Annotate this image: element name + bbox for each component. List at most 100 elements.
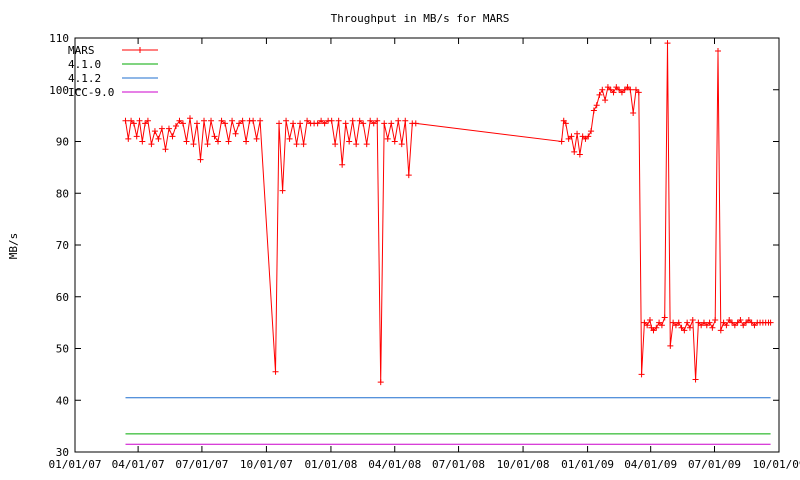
data-point xyxy=(250,117,257,124)
x-tick-label: 07/01/09 xyxy=(688,458,741,471)
y-tick-label: 90 xyxy=(56,136,69,149)
y-tick-label: 60 xyxy=(56,291,69,304)
data-point xyxy=(618,89,625,96)
x-tick-label: 01/01/08 xyxy=(304,458,357,471)
y-tick-label: 40 xyxy=(56,394,69,407)
data-point xyxy=(624,84,631,91)
data-point xyxy=(558,138,565,145)
data-point xyxy=(339,161,346,168)
data-point xyxy=(734,319,741,326)
data-point xyxy=(630,110,637,117)
data-point xyxy=(638,371,645,378)
data-point xyxy=(253,135,260,142)
data-point xyxy=(183,138,190,145)
data-point xyxy=(165,125,172,132)
data-point xyxy=(607,86,614,93)
data-point xyxy=(139,138,146,145)
data-point xyxy=(215,138,222,145)
data-point xyxy=(729,319,736,326)
data-point xyxy=(172,122,179,129)
data-point xyxy=(133,133,140,140)
data-point xyxy=(328,117,335,124)
data-point xyxy=(653,324,660,331)
data-point xyxy=(402,117,409,124)
data-point xyxy=(148,141,155,148)
data-point xyxy=(661,314,668,321)
data-point xyxy=(194,120,201,127)
data-point xyxy=(272,368,279,375)
x-tick-label: 04/01/07 xyxy=(112,458,165,471)
data-point xyxy=(211,133,218,140)
data-point xyxy=(190,141,197,148)
data-point xyxy=(684,319,691,326)
y-tick-label: 110 xyxy=(49,32,69,45)
data-point xyxy=(388,120,395,127)
data-point xyxy=(726,317,733,324)
data-point xyxy=(197,156,204,163)
data-point xyxy=(635,89,642,96)
data-point xyxy=(751,322,758,329)
data-point xyxy=(204,141,211,148)
data-point xyxy=(395,117,402,124)
x-tick-label: 07/01/07 xyxy=(175,458,228,471)
x-tick-label: 04/01/09 xyxy=(624,458,677,471)
data-point xyxy=(155,135,162,142)
data-point xyxy=(321,120,328,127)
data-point xyxy=(658,322,665,329)
data-point xyxy=(723,322,730,329)
data-point xyxy=(276,120,283,127)
data-point xyxy=(130,120,137,127)
data-point xyxy=(239,117,246,124)
x-tick-label: 07/01/08 xyxy=(432,458,485,471)
series-layer xyxy=(122,40,774,445)
data-point xyxy=(162,146,169,153)
data-point xyxy=(356,117,363,124)
data-point xyxy=(391,138,398,145)
data-point xyxy=(342,120,349,127)
data-point xyxy=(588,128,595,135)
data-point xyxy=(279,187,286,194)
data-point xyxy=(604,84,611,91)
data-point xyxy=(300,141,307,148)
data-point xyxy=(616,86,623,93)
data-point xyxy=(627,86,634,93)
data-point xyxy=(675,319,682,326)
data-point xyxy=(568,133,575,140)
data-point xyxy=(201,117,208,124)
data-point xyxy=(621,86,628,93)
data-point xyxy=(398,141,405,148)
data-point xyxy=(318,117,325,124)
data-point xyxy=(678,324,685,331)
data-point xyxy=(686,324,693,331)
data-point xyxy=(381,120,388,127)
data-point xyxy=(384,135,391,142)
legend-label: 4.1.2 xyxy=(68,72,101,85)
data-point xyxy=(367,117,374,124)
data-point xyxy=(650,327,657,334)
data-point xyxy=(283,117,290,124)
data-point xyxy=(158,125,165,132)
data-point xyxy=(670,319,677,326)
data-point xyxy=(743,319,750,326)
y-tick-label: 100 xyxy=(49,84,69,97)
data-point xyxy=(664,40,671,47)
data-point xyxy=(243,138,250,145)
y-tick-label: 50 xyxy=(56,343,69,356)
data-point xyxy=(125,135,132,142)
data-point xyxy=(703,322,710,329)
x-tick-label: 10/01/08 xyxy=(497,458,550,471)
y-tick-label: 70 xyxy=(56,239,69,252)
x-tick-label: 01/01/07 xyxy=(49,458,102,471)
data-point xyxy=(257,117,264,124)
data-point xyxy=(142,120,149,127)
legend-label: ICC-9.0 xyxy=(68,86,114,99)
axis-ticks: 30 40 50 60 70 80 90 100 110 01/01/07 04/01/07 07/0… xyxy=(49,32,800,471)
data-point xyxy=(297,120,304,127)
data-point xyxy=(709,324,716,331)
x-tick-label: 04/01/08 xyxy=(368,458,421,471)
data-point xyxy=(692,376,699,383)
data-point xyxy=(332,141,339,148)
data-point xyxy=(767,319,774,326)
data-point xyxy=(293,141,300,148)
